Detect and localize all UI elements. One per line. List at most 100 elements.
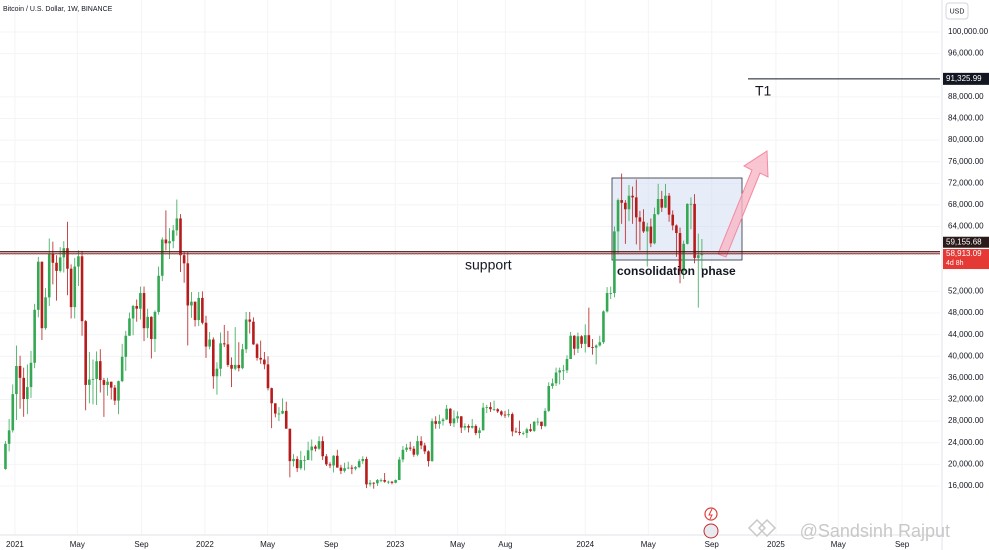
support-price: 59,155.68 xyxy=(946,237,982,246)
y-tick-label: 44,000.00 xyxy=(948,330,984,339)
candles xyxy=(4,173,704,489)
candle-body xyxy=(438,421,441,424)
candle-body xyxy=(627,195,631,210)
candle-body xyxy=(201,297,204,323)
event-icon[interactable] xyxy=(704,507,718,521)
target-price: 91,325.99 xyxy=(946,74,982,83)
target-label: T1 xyxy=(755,83,772,99)
candle-body xyxy=(459,416,463,428)
candle-body xyxy=(645,226,649,232)
candle-body xyxy=(605,293,609,312)
candle-body xyxy=(609,293,613,294)
candle-body xyxy=(15,366,18,395)
candle-body xyxy=(237,364,241,369)
candle-body xyxy=(485,407,489,408)
candle-body xyxy=(543,410,547,427)
candle-body xyxy=(361,458,365,462)
candle-body xyxy=(470,426,474,428)
candle-body xyxy=(55,262,58,271)
candle-body xyxy=(131,306,135,319)
currency-button[interactable] xyxy=(945,2,969,20)
candle-body xyxy=(365,458,368,485)
x-tick-label: 2024 xyxy=(576,540,594,549)
candle-body xyxy=(343,468,346,471)
candle-body xyxy=(529,429,532,431)
candle-body xyxy=(689,203,693,205)
candle-body xyxy=(332,455,335,466)
candle-body xyxy=(146,316,149,329)
candle-body xyxy=(518,431,521,434)
candle-body xyxy=(427,451,430,462)
candle-body xyxy=(682,243,685,271)
candle-body xyxy=(649,226,653,244)
candle-body xyxy=(11,394,15,431)
candle-body xyxy=(317,441,321,449)
currency: USD xyxy=(950,8,965,15)
candle-body xyxy=(7,430,11,444)
y-tick-label: 80,000.00 xyxy=(948,135,984,144)
candle-body xyxy=(540,421,543,427)
y-tick-label: 16,000.00 xyxy=(948,481,984,490)
candle-body xyxy=(98,361,102,381)
candle-body xyxy=(230,364,233,369)
grid xyxy=(0,0,940,535)
candle-body xyxy=(481,407,485,431)
candle-body xyxy=(667,195,671,215)
candle-body xyxy=(467,426,470,428)
candle-body xyxy=(616,200,620,232)
candle-body xyxy=(197,297,201,321)
candle-body xyxy=(507,414,510,416)
y-tick-label: 88,000.00 xyxy=(948,92,984,101)
candle-body xyxy=(292,458,295,462)
candle-body xyxy=(222,343,226,345)
candle-body xyxy=(321,441,324,457)
candle-body xyxy=(525,429,529,434)
candle-body xyxy=(554,372,558,384)
x-tick-label: 2021 xyxy=(6,540,24,549)
annotation-text: consolidation xyxy=(617,264,695,278)
candle-body xyxy=(416,441,419,455)
candle-body xyxy=(412,448,416,455)
candle-body xyxy=(241,349,244,369)
candle-body xyxy=(124,335,128,357)
candle-body xyxy=(263,359,266,365)
candle-body xyxy=(496,409,500,412)
candle-body xyxy=(142,293,146,329)
candle-body xyxy=(583,335,587,344)
event-icon-bolt xyxy=(708,508,713,520)
candle-body xyxy=(128,318,131,336)
candle-body xyxy=(521,433,525,434)
candle-body xyxy=(350,467,354,469)
candle-body xyxy=(397,459,401,481)
candle-body xyxy=(62,248,66,258)
candle-body xyxy=(547,386,551,411)
candle-body xyxy=(430,421,434,462)
candle-body xyxy=(492,409,496,411)
x-tick-label: 2025 xyxy=(767,540,785,549)
candle-body xyxy=(244,319,248,350)
candle-body xyxy=(29,362,33,388)
support-price-tag xyxy=(943,236,989,248)
candle-body xyxy=(120,356,124,382)
candle-body xyxy=(387,481,390,483)
candle-body xyxy=(357,461,361,468)
candle-body xyxy=(168,241,171,244)
candle-body xyxy=(26,387,29,399)
candle-body xyxy=(303,460,306,461)
candle-body xyxy=(394,480,397,483)
support-label: support xyxy=(465,256,512,272)
candle-body xyxy=(215,368,219,377)
candle-body xyxy=(335,455,339,468)
candle-body xyxy=(452,418,456,424)
y-tick-label: 48,000.00 xyxy=(948,308,984,317)
candle-body xyxy=(325,456,328,465)
economic-event-icon[interactable] xyxy=(703,523,719,539)
candle-body xyxy=(598,342,602,346)
x-tick-label: May xyxy=(831,540,846,549)
candle-body xyxy=(208,339,211,347)
candle-body xyxy=(175,218,179,231)
candle-body xyxy=(284,410,288,429)
